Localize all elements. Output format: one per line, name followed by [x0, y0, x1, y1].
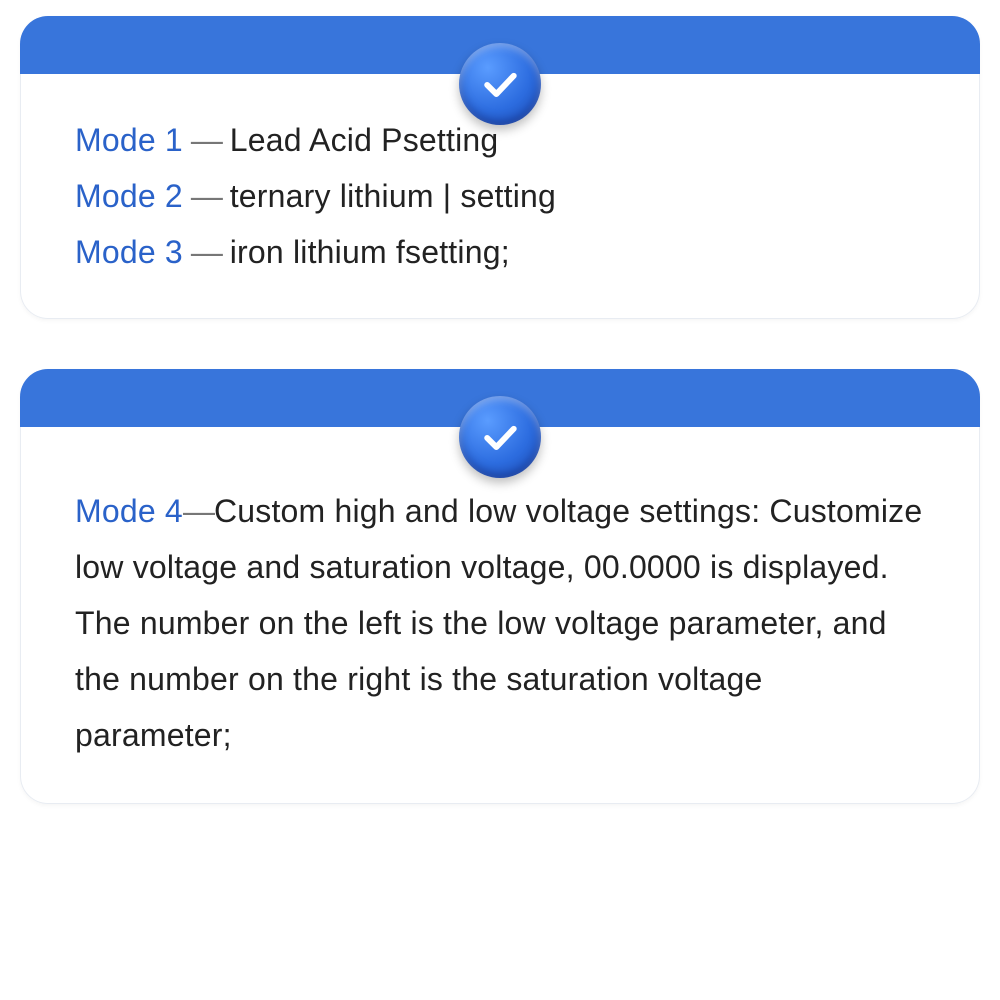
mode-label: Mode 2 — [75, 178, 183, 214]
mode-label: Mode 1 — [75, 122, 183, 158]
checkmark-badge-icon — [459, 396, 541, 478]
mode4-paragraph: Mode 4—Custom high and low voltage setti… — [75, 483, 925, 763]
mode-description: ternary lithium | setting — [230, 178, 556, 214]
mode4-title: Custom high and low voltage settings: — [214, 493, 760, 529]
mode-row: Mode 2 — ternary lithium | setting — [75, 168, 925, 224]
mode4-body: Customize low voltage and saturation vol… — [75, 493, 922, 753]
separator: — — [183, 234, 230, 270]
card-body: Mode 4—Custom high and low voltage setti… — [20, 427, 980, 804]
card-modes-1-3: Mode 1 — Lead Acid Psetting Mode 2 — ter… — [20, 16, 980, 319]
separator: — — [183, 178, 230, 214]
mode-row: Mode 3 — iron lithium fsetting; — [75, 224, 925, 280]
mode-label: Mode 3 — [75, 234, 183, 270]
separator: — — [183, 493, 214, 529]
checkmark-badge-icon — [459, 43, 541, 125]
card-mode-4: Mode 4—Custom high and low voltage setti… — [20, 369, 980, 804]
mode-label: Mode 4 — [75, 493, 183, 529]
mode-description: iron lithium fsetting; — [230, 234, 510, 270]
mode-description: Lead Acid Psetting — [230, 122, 499, 158]
separator: — — [183, 122, 230, 158]
